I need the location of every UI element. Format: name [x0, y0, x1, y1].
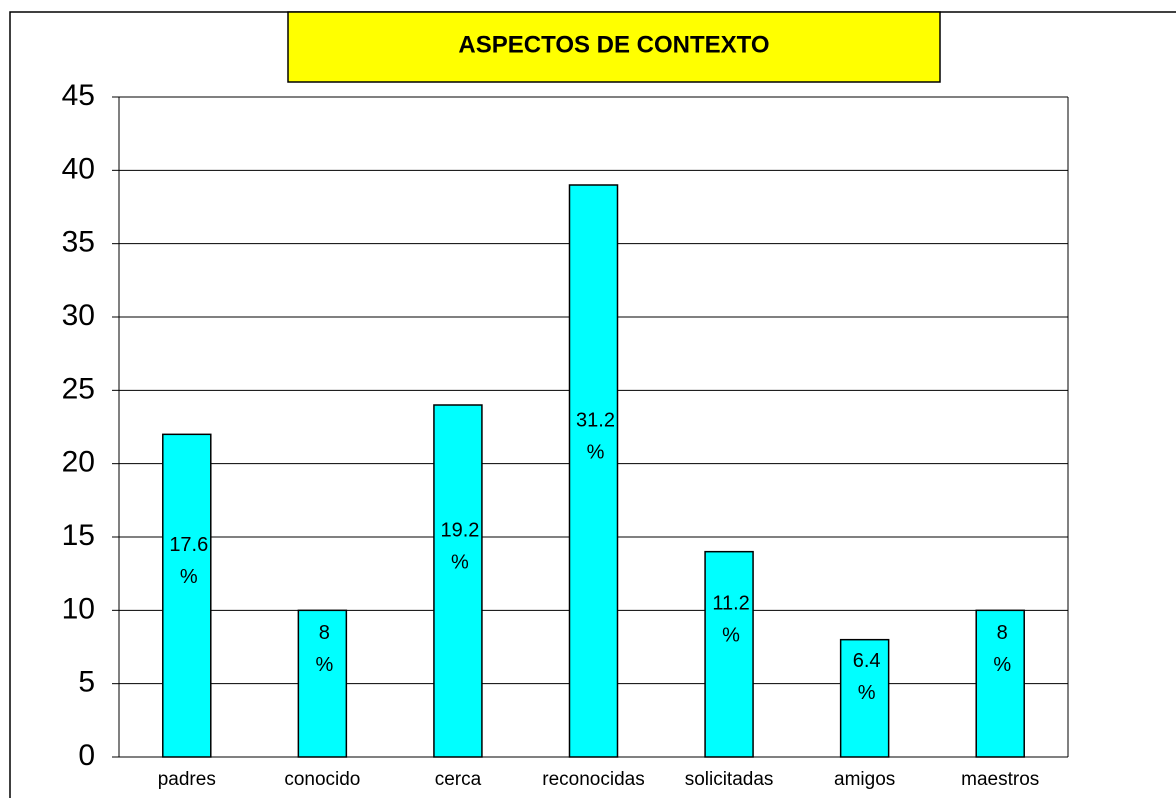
y-tick-label: 35	[62, 226, 95, 259]
x-tick-label: conocido	[284, 769, 360, 790]
bar	[975, 609, 1025, 758]
bar-label: 31.2	[576, 409, 615, 431]
y-tick-label: 30	[62, 299, 95, 332]
bar	[839, 638, 890, 758]
bar-label: 6.4	[853, 650, 881, 672]
bar	[568, 184, 619, 758]
bar	[704, 550, 754, 758]
bar-label: %	[180, 566, 198, 588]
bar-label: 8	[319, 622, 330, 644]
bar-label: %	[858, 682, 876, 704]
x-tick-label: maestros	[961, 769, 1039, 790]
bar-label: %	[993, 654, 1011, 676]
y-tick-label: 15	[62, 519, 95, 552]
bar-label: %	[587, 441, 605, 463]
bar	[162, 433, 212, 758]
x-tick-label: cerca	[435, 769, 482, 790]
y-tick-label: 5	[78, 666, 95, 699]
y-tick-label: 40	[62, 152, 95, 185]
bar	[433, 404, 483, 758]
bar-label: 17.6	[169, 534, 208, 556]
y-tick-label: 25	[62, 372, 95, 405]
y-tick-label: 10	[62, 592, 95, 625]
chart-title: ASPECTOS DE CONTEXTO	[458, 31, 769, 58]
x-tick-label: amigos	[834, 769, 895, 790]
bar-label: %	[722, 625, 740, 647]
title-box	[287, 11, 941, 83]
x-tick-label: solicitadas	[685, 769, 774, 790]
y-tick-label: 0	[78, 739, 95, 772]
bar-label: 19.2	[440, 519, 479, 541]
y-tick-label: 20	[62, 446, 95, 479]
x-tick-label: reconocidas	[542, 769, 644, 790]
bar	[297, 609, 348, 758]
bar-label: 8	[997, 622, 1008, 644]
y-tick-label: 45	[62, 79, 95, 112]
bar-label: 11.2	[712, 593, 749, 615]
bar-label: %	[451, 551, 469, 573]
x-tick-label: padres	[158, 769, 216, 790]
bar-label: %	[315, 654, 333, 676]
